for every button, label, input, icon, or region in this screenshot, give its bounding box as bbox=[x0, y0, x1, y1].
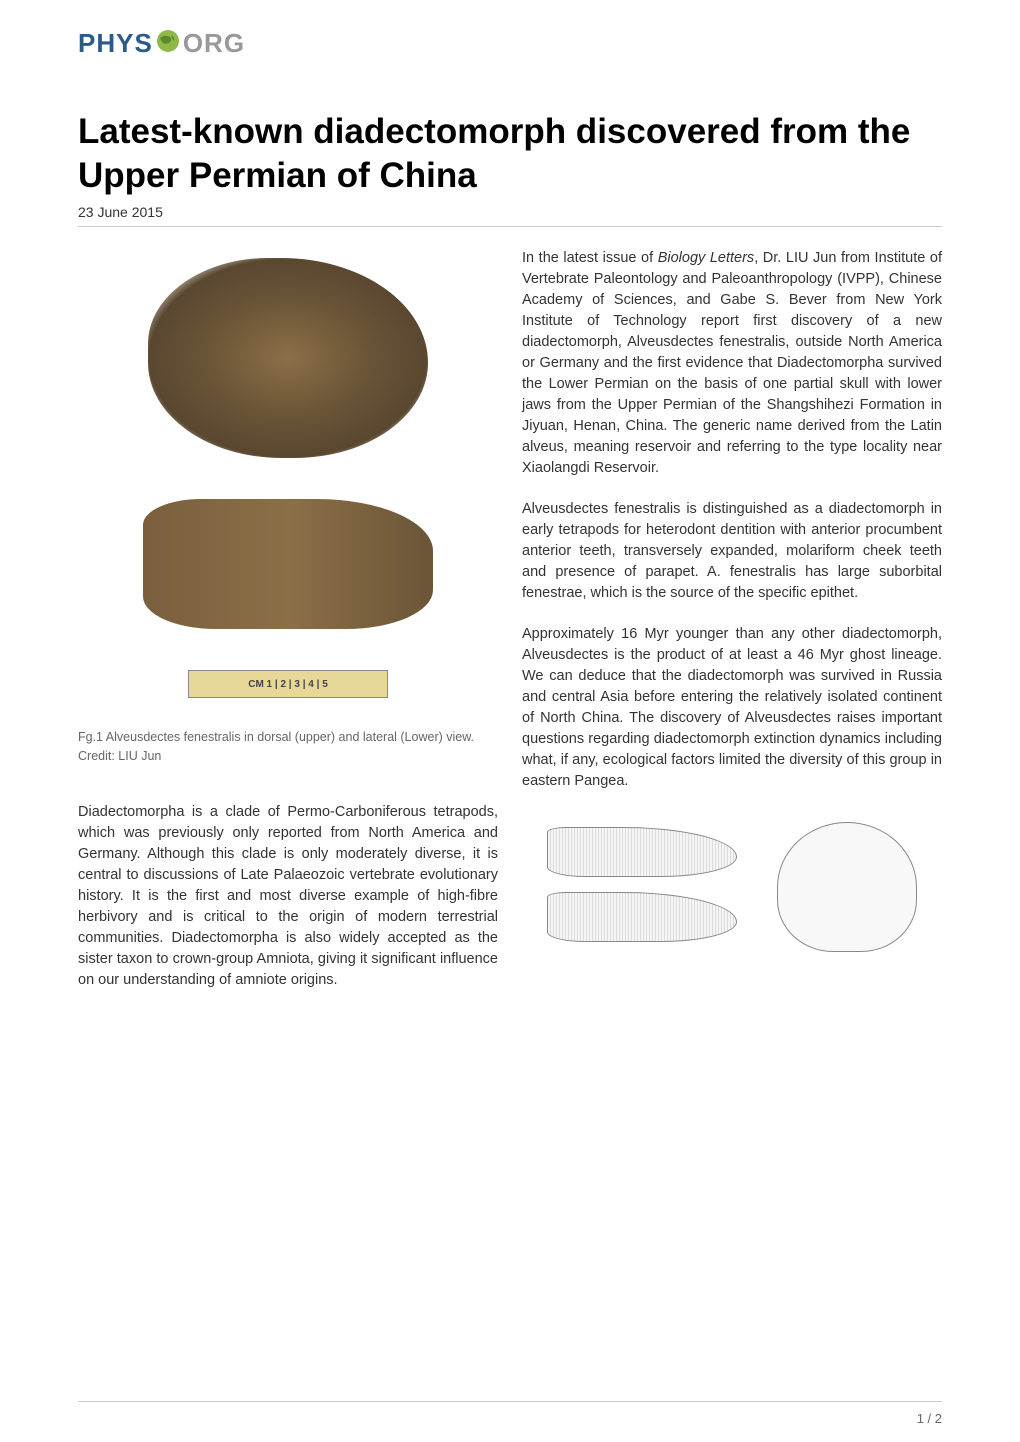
p1-pre: In the latest issue of bbox=[522, 250, 658, 266]
fossil-figure: CM 1 | 2 | 3 | 4 | 5 bbox=[113, 258, 463, 698]
article-headline: Latest-known diadectomorph discovered fr… bbox=[78, 110, 942, 198]
footer-divider bbox=[78, 1401, 942, 1402]
logo-phys-text: PHYS bbox=[78, 28, 153, 59]
jaw-ventral-view bbox=[777, 822, 917, 952]
skull-side-views bbox=[547, 827, 747, 947]
skull-diagram-figure bbox=[522, 812, 942, 962]
p1-post: , Dr. LIU Jun from Institute of Vertebra… bbox=[522, 250, 942, 476]
left-body-text: Diadectomorpha is a clade of Permo-Carbo… bbox=[78, 802, 498, 991]
right-body-text: In the latest issue of Biology Letters, … bbox=[522, 248, 942, 792]
left-paragraph-1: Diadectomorpha is a clade of Permo-Carbo… bbox=[78, 802, 498, 991]
scale-ruler: CM 1 | 2 | 3 | 4 | 5 bbox=[188, 670, 388, 698]
skull-lateral-a bbox=[547, 827, 737, 877]
left-column: CM 1 | 2 | 3 | 4 | 5 Fg.1 Alveusdectes f… bbox=[78, 248, 498, 1011]
header-divider bbox=[78, 226, 942, 227]
figure-caption: Fg.1 Alveusdectes fenestralis in dorsal … bbox=[78, 728, 498, 766]
right-paragraph-1: In the latest issue of Biology Letters, … bbox=[522, 248, 942, 479]
fossil-dorsal-view bbox=[148, 258, 428, 458]
article-date: 23 June 2015 bbox=[78, 204, 163, 220]
page-number: 1 / 2 bbox=[917, 1411, 942, 1426]
skull-lateral-b bbox=[547, 892, 737, 942]
logo-org-text: ORG bbox=[183, 28, 245, 59]
right-paragraph-3: Approximately 16 Myr younger than any ot… bbox=[522, 624, 942, 792]
globe-icon bbox=[155, 28, 181, 59]
right-paragraph-2: Alveusdectes fenestralis is distinguishe… bbox=[522, 499, 942, 604]
journal-name: Biology Letters bbox=[658, 250, 754, 266]
right-column: In the latest issue of Biology Letters, … bbox=[522, 248, 942, 962]
site-logo: PHYS ORG bbox=[78, 28, 245, 59]
fossil-lateral-view bbox=[143, 499, 433, 629]
